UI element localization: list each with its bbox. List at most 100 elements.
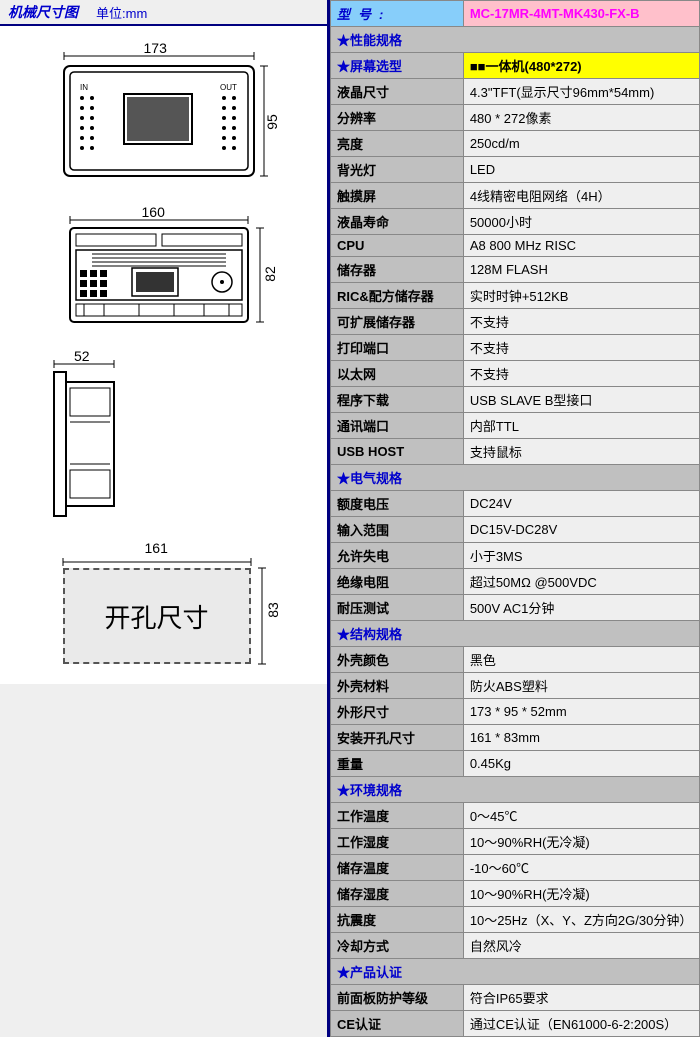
spec-row: 程序下载USB SLAVE B型接口 xyxy=(331,387,700,413)
spec-row: 液晶寿命50000小时 xyxy=(331,209,700,235)
spec-row: 耐压测试500V AC1分钟 xyxy=(331,595,700,621)
spec-row: 以太网不支持 xyxy=(331,361,700,387)
drawing-side: 52 xyxy=(40,352,140,522)
spec-value: 实时时钟+512KB xyxy=(463,283,699,309)
spec-row: 通讯端口内部TTL xyxy=(331,413,700,439)
dim-back-w: 160 xyxy=(142,204,165,220)
section-label: ★产品认证 xyxy=(331,959,700,985)
spec-row: 绝缘电阻超过50MΩ @500VDC xyxy=(331,569,700,595)
spec-value: 0.45Kg xyxy=(463,751,699,777)
section-label: ★电气规格 xyxy=(331,465,700,491)
spec-value: 10～90%RH(无冷凝) xyxy=(463,829,699,855)
spec-value: 500V AC1分钟 xyxy=(463,595,699,621)
right-column: 型号:MC-17MR-4MT-MK430-FX-B★性能规格★屏幕选型■■一体机… xyxy=(330,0,700,1037)
spec-row: 工作温度0～45℃ xyxy=(331,803,700,829)
spec-label: 液晶寿命 xyxy=(331,209,464,235)
spec-label: 绝缘电阻 xyxy=(331,569,464,595)
spec-value: 防火ABS塑料 xyxy=(463,673,699,699)
spec-row: 外壳材料防火ABS塑料 xyxy=(331,673,700,699)
spec-value: 支持鼠标 xyxy=(463,439,699,465)
section-label: ★环境规格 xyxy=(331,777,700,803)
spec-label: 分辨率 xyxy=(331,105,464,131)
dim-back-h: 82 xyxy=(262,266,278,282)
spec-value: LED xyxy=(463,157,699,183)
dim-front-w: 173 xyxy=(144,40,167,56)
spec-label: 通讯端口 xyxy=(331,413,464,439)
back-svg xyxy=(54,208,274,328)
spec-value: DC24V xyxy=(463,491,699,517)
left-title: 机械尺寸图 xyxy=(8,2,78,22)
spec-row: ★屏幕选型■■一体机(480*272) xyxy=(331,53,700,79)
spec-value: 不支持 xyxy=(463,309,699,335)
spec-value: 自然风冷 xyxy=(463,933,699,959)
spec-label: 背光灯 xyxy=(331,157,464,183)
spec-value: -10～60℃ xyxy=(463,855,699,881)
dim-front-h: 95 xyxy=(264,114,280,130)
spec-row: CE认证通过CE认证（EN61000-6-2:200S） xyxy=(331,1011,700,1037)
spec-label: 储存器 xyxy=(331,257,464,283)
spec-label: 前面板防护等级 xyxy=(331,985,464,1011)
spec-label: 工作温度 xyxy=(331,803,464,829)
spec-label: 允许失电 xyxy=(331,543,464,569)
spec-value: DC15V-DC28V xyxy=(463,517,699,543)
spec-row: 储存器128M FLASH xyxy=(331,257,700,283)
spec-label: 亮度 xyxy=(331,131,464,157)
spec-value: 10～90%RH(无冷凝) xyxy=(463,881,699,907)
spec-label: CE认证 xyxy=(331,1011,464,1037)
spec-value: 250cd/m xyxy=(463,131,699,157)
spec-row: 分辨率480 * 272像素 xyxy=(331,105,700,131)
spec-label: 程序下载 xyxy=(331,387,464,413)
spec-label: CPU xyxy=(331,235,464,257)
spec-row: CPUA8 800 MHz RISC xyxy=(331,235,700,257)
spec-row: 触摸屏4线精密电阻网络（4H） xyxy=(331,183,700,209)
spec-row: 可扩展储存器不支持 xyxy=(331,309,700,335)
section-label: ★结构规格 xyxy=(331,621,700,647)
spec-label: 工作湿度 xyxy=(331,829,464,855)
spec-row: 抗震度10～25Hz（X、Y、Z方向2G/30分钟） xyxy=(331,907,700,933)
spec-label: 抗震度 xyxy=(331,907,464,933)
spec-label: 液晶尺寸 xyxy=(331,79,464,105)
spec-label: 耐压测试 xyxy=(331,595,464,621)
io-out-label: OUT xyxy=(220,83,237,92)
spec-value: 小于3MS xyxy=(463,543,699,569)
spec-value: 不支持 xyxy=(463,335,699,361)
spec-label: 可扩展储存器 xyxy=(331,309,464,335)
drawing-back: 160 82 xyxy=(54,208,274,328)
section-row: ★电气规格 xyxy=(331,465,700,491)
spec-label: 重量 xyxy=(331,751,464,777)
spec-row: 外形尺寸173 * 95 * 52mm xyxy=(331,699,700,725)
spec-value: 符合IP65要求 xyxy=(463,985,699,1011)
spec-value: 128M FLASH xyxy=(463,257,699,283)
spec-row: 储存湿度10～90%RH(无冷凝) xyxy=(331,881,700,907)
spec-row: 额度电压DC24V xyxy=(331,491,700,517)
section-row: ★环境规格 xyxy=(331,777,700,803)
spec-label: 外壳颜色 xyxy=(331,647,464,673)
section-row: ★产品认证 xyxy=(331,959,700,985)
spec-value: 黑色 xyxy=(463,647,699,673)
spec-row: 冷却方式自然风冷 xyxy=(331,933,700,959)
spec-label: RIC&配方储存器 xyxy=(331,283,464,309)
model-label: 型号: xyxy=(331,1,464,27)
spec-value: ■■一体机(480*272) xyxy=(463,53,699,79)
drawing-front: 173 95 IN OUT xyxy=(54,44,274,184)
spec-label: 储存湿度 xyxy=(331,881,464,907)
spec-label: 外壳材料 xyxy=(331,673,464,699)
spec-value: 480 * 272像素 xyxy=(463,105,699,131)
spec-row: 外壳颜色黑色 xyxy=(331,647,700,673)
io-in-label: IN xyxy=(80,83,88,92)
drawing-cutout: 161 83 开孔尺寸 xyxy=(49,546,279,666)
section-row: ★性能规格 xyxy=(331,27,700,53)
spec-label: 打印端口 xyxy=(331,335,464,361)
side-svg xyxy=(40,352,140,522)
spec-row: 前面板防护等级符合IP65要求 xyxy=(331,985,700,1011)
page-container: 机械尺寸图 单位:mm 173 95 IN OUT xyxy=(0,0,700,1037)
spec-row: 输入范围DC15V-DC28V xyxy=(331,517,700,543)
spec-label: 冷却方式 xyxy=(331,933,464,959)
model-row: 型号:MC-17MR-4MT-MK430-FX-B xyxy=(331,1,700,27)
spec-value: USB SLAVE B型接口 xyxy=(463,387,699,413)
spec-value: 不支持 xyxy=(463,361,699,387)
spec-value: 0～45℃ xyxy=(463,803,699,829)
spec-value: 4.3"TFT(显示尺寸96mm*54mm) xyxy=(463,79,699,105)
spec-row: USB HOST支持鼠标 xyxy=(331,439,700,465)
spec-value: 161 * 83mm xyxy=(463,725,699,751)
